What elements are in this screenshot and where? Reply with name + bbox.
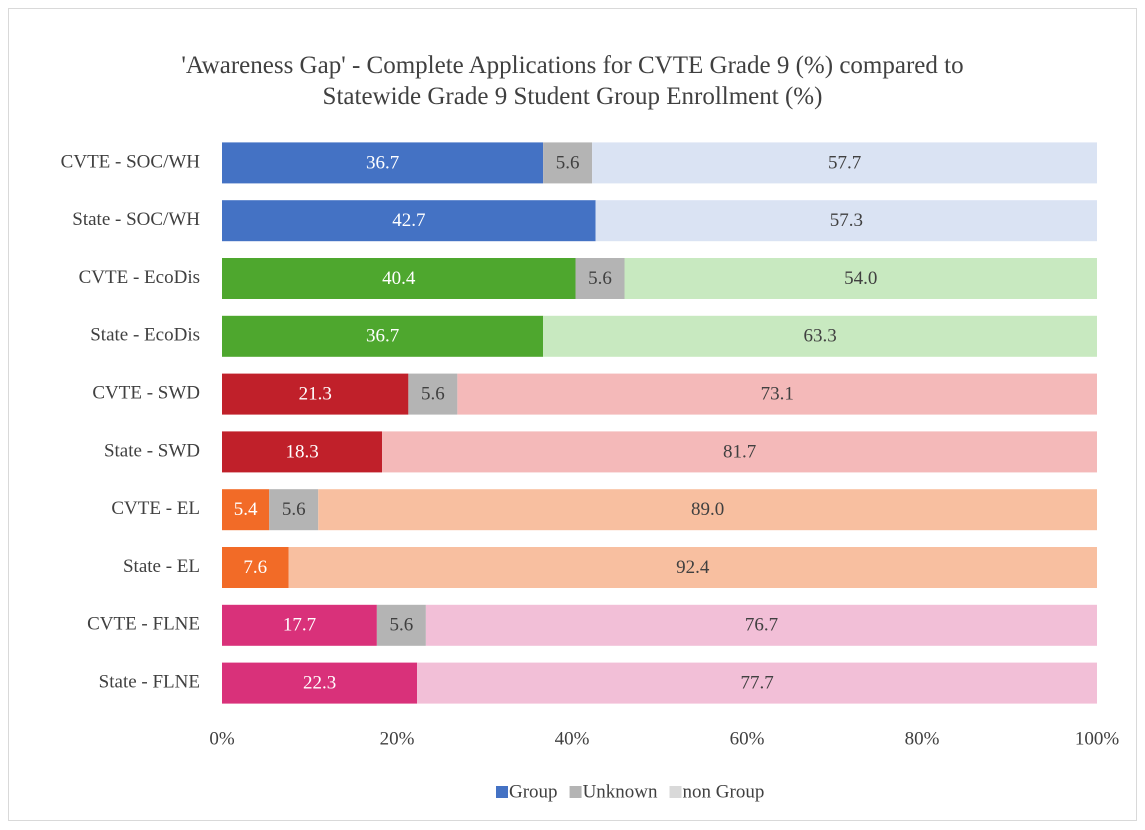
bar-segment (269, 489, 319, 531)
bar-segment (222, 142, 544, 184)
y-tick-label: State - SOC/WH (72, 209, 200, 230)
bar-segment (222, 604, 377, 646)
data-label: 54.0 (844, 268, 877, 289)
data-label: 5.6 (556, 152, 580, 173)
bar-segment (222, 315, 544, 357)
y-tick-label: State - EcoDis (90, 325, 200, 346)
bar-segment (288, 547, 1097, 588)
y-tick-label: State - EL (123, 556, 200, 577)
data-label: 92.4 (676, 557, 710, 578)
y-tick-label: CVTE - SOC/WH (61, 151, 201, 172)
y-tick-label: CVTE - EcoDis (79, 267, 200, 288)
bar-segment (222, 373, 409, 415)
bar-segment (543, 142, 593, 184)
bar-segment (457, 373, 1097, 415)
data-label: 21.3 (299, 383, 332, 404)
data-label: 5.6 (390, 615, 414, 636)
bar-segment (222, 489, 270, 531)
bar-segment (222, 547, 289, 588)
data-label: 63.3 (803, 326, 836, 347)
bar-segment (376, 604, 426, 646)
data-label: 7.6 (243, 557, 267, 578)
x-tick-label: 40% (555, 728, 590, 749)
data-label: 22.3 (303, 672, 336, 693)
bar-segment (425, 604, 1097, 646)
y-tick-label: State - FLNE (99, 671, 200, 692)
data-label: 5.6 (282, 499, 306, 520)
bar-segment (222, 662, 418, 704)
bar-segment (595, 200, 1097, 242)
legend-label: Unknown (583, 781, 658, 802)
bar-segment (543, 315, 1097, 357)
x-tick-label: 0% (209, 728, 235, 749)
x-tick-label: 60% (730, 728, 765, 749)
legend-label: Group (509, 781, 558, 802)
y-tick-label: CVTE - FLNE (87, 614, 200, 635)
bar-segment (222, 200, 596, 242)
y-tick-label: CVTE - SWD (92, 382, 200, 403)
x-tick-label: 20% (380, 728, 415, 749)
data-label: 73.1 (761, 383, 794, 404)
legend-swatch (496, 786, 508, 798)
bar-segment (382, 431, 1097, 473)
data-label: 57.7 (828, 152, 861, 173)
data-label: 5.6 (421, 383, 445, 404)
y-tick-label: CVTE - EL (111, 498, 200, 519)
legend-label: non Group (683, 781, 765, 802)
bar-segment (417, 662, 1097, 704)
bar-segment (575, 258, 625, 299)
data-label: 5.4 (234, 499, 258, 520)
x-tick-label: 80% (905, 728, 940, 749)
data-label: 81.7 (723, 441, 756, 462)
x-tick-label: 100% (1075, 728, 1120, 749)
data-label: 42.7 (392, 210, 425, 231)
bar-segment (318, 489, 1097, 531)
data-label: 36.7 (366, 326, 399, 347)
bar-segment (592, 142, 1097, 184)
data-label: 89.0 (691, 499, 724, 520)
chart-title: 'Awareness Gap' - Complete Applications … (181, 52, 964, 110)
data-label: 40.4 (382, 268, 416, 289)
legend-swatch (569, 786, 582, 798)
bar-segment (222, 258, 576, 299)
bar-segment (222, 431, 383, 473)
data-label: 5.6 (588, 268, 612, 289)
legend-swatch (669, 786, 682, 798)
bar-segment (624, 258, 1097, 299)
data-label: 77.7 (740, 672, 773, 693)
data-label: 57.3 (830, 210, 863, 231)
data-label: 76.7 (745, 615, 778, 636)
data-label: 17.7 (283, 615, 316, 636)
data-label: 18.3 (285, 441, 318, 462)
y-tick-label: State - SWD (104, 440, 200, 461)
data-label: 36.7 (366, 152, 399, 173)
bar-segment (408, 373, 458, 415)
